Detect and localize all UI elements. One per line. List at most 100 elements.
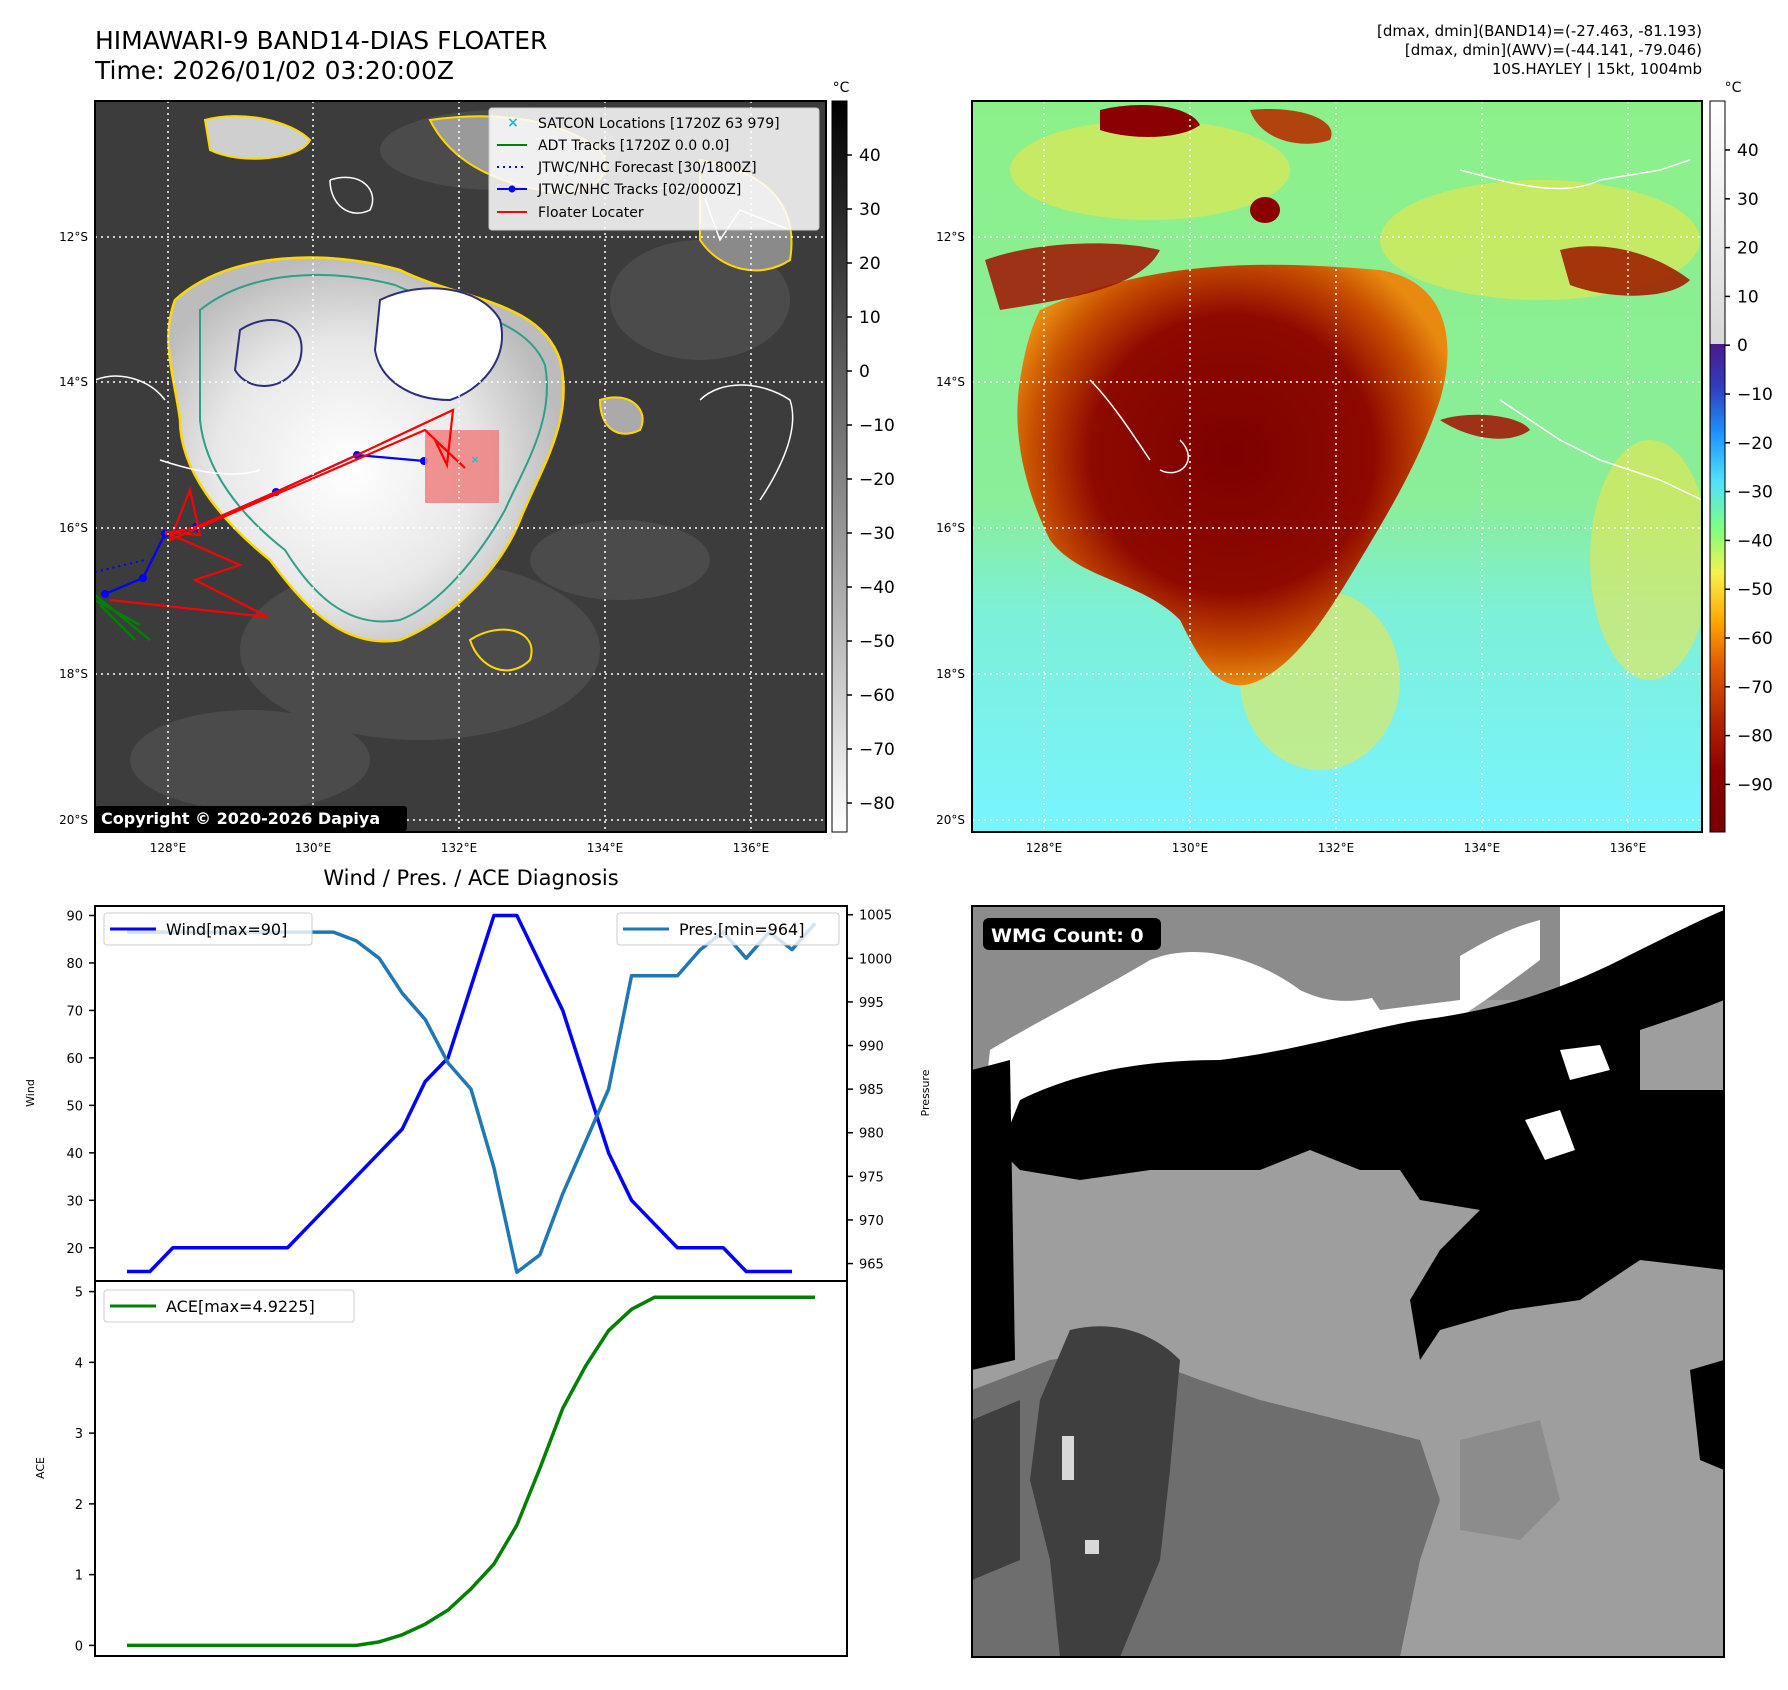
legend-label-tracks: JTWC/NHC Tracks [02/0000Z] [537, 182, 741, 198]
ir-colorbar-tick-label: 20 [859, 254, 881, 274]
ir-frame [94, 100, 827, 833]
wind-legend-label: Wind[max=90] [166, 920, 287, 939]
awv-colorbar-tick-label: −30 [1737, 483, 1773, 503]
awv-colorbar-tick-label: 10 [1737, 287, 1759, 307]
awv-colorbar-tick-label: −70 [1737, 678, 1773, 698]
awv-lon-tick-1: 130°E [1172, 841, 1209, 855]
wind-tick-label: 80 [66, 957, 83, 972]
ace-axis-label: ACE [34, 1457, 47, 1479]
ir-lat-tick-2: 16°S [59, 521, 88, 535]
awv-lon-tick-labels: 128°E 130°E 132°E 134°E 136°E [1026, 841, 1647, 855]
awv-colorbar-tick-label: −80 [1737, 727, 1773, 747]
ir-colorbar-tick-label: −10 [859, 416, 895, 436]
ace-legend-label: ACE[max=4.9225] [166, 1297, 315, 1316]
info-line-2: [dmax, dmin](AWV)=(-44.141, -79.046) [1404, 41, 1702, 59]
wmg-frame [971, 905, 1725, 1658]
ir-colorbar-tick-label: −50 [859, 632, 895, 652]
ir-colorbar-tick-label: −40 [859, 578, 895, 598]
ir-colorbar-tick-label: −20 [859, 470, 895, 490]
legend-marker-satcon-icon: × [507, 115, 519, 131]
pressure-tick-label: 965 [859, 1258, 884, 1273]
ace-tick-label: 3 [75, 1427, 83, 1442]
ace-tick-label: 0 [75, 1639, 83, 1654]
awv-panel: 128°E 130°E 132°E 134°E 136°E 12°S 14°S … [936, 80, 1773, 855]
awv-colorbar-ticks: 40 30 20 10 0 −10 −20 −30 −40 −50 −60 −70 −80 −90 [1725, 141, 1773, 795]
awv-colorbar-tick-label: −20 [1737, 434, 1773, 454]
wind-tick-label: 70 [66, 1004, 83, 1019]
diagnostic-info: [dmax, dmin](BAND14)=(-27.463, -81.193) … [1377, 22, 1702, 79]
ace-tick-label: 4 [75, 1356, 83, 1371]
awv-lat-tick-labels: 12°S 14°S 16°S 18°S 20°S [936, 230, 965, 827]
ir-lat-tick-1: 14°S [59, 375, 88, 389]
legend-label-forecast: JTWC/NHC Forecast [30/1800Z] [537, 160, 757, 176]
ir-lon-tick-3: 134°E [587, 841, 624, 855]
ace-plot: 0 1 2 3 4 5 [75, 1286, 815, 1654]
ir-colorbar-unit: °C [833, 80, 850, 96]
title-line-2: Time: 2026/01/02 03:20:00Z [95, 56, 454, 85]
pressure-tick-label: 975 [859, 1170, 884, 1185]
wind-legend: Wind[max=90] [103, 912, 313, 946]
ir-legend: × SATCON Locations [1720Z 63 979] ADT Tr… [488, 107, 820, 231]
ir-colorbar-tick-label: −60 [859, 686, 895, 706]
awv-colorbar-tick-label: 40 [1737, 141, 1759, 161]
awv-colorbar-tick-label: −90 [1737, 775, 1773, 795]
ir-satellite-panel: × 128°E 130°E 132°E 134°E 136°E [59, 80, 895, 855]
legend-dot-tracks-icon [508, 185, 516, 193]
copyright-badge: Copyright © 2020-2026 Dapiya [95, 806, 407, 831]
awv-colorbar-tick-label: −50 [1737, 580, 1773, 600]
pressure-legend-label: Pres.[min=964] [679, 920, 804, 939]
pressure-tick-label: 990 [859, 1040, 884, 1055]
figure-title: HIMAWARI-9 BAND14-DIAS FLOATER Time: 202… [95, 26, 547, 86]
wind-tick-label: 50 [66, 1099, 83, 1114]
legend-label-floater: Floater Locater [538, 205, 644, 221]
legend-label-satcon: SATCON Locations [1720Z 63 979] [538, 116, 780, 132]
ir-colorbar-tick-label: 10 [859, 308, 881, 328]
awv-colorbar-unit: °C [1725, 80, 1742, 96]
pressure-tick-label: 1005 [859, 909, 892, 924]
awv-lat-tick-4: 20°S [936, 813, 965, 827]
awv-colorbar-tick-label: −10 [1737, 385, 1773, 405]
wmg-panel: WMG Count: 0 [971, 905, 1725, 1658]
ace-series-line [127, 1295, 815, 1648]
pressure-tick-label: 1000 [859, 952, 892, 967]
awv-lon-tick-4: 136°E [1610, 841, 1647, 855]
wind-tick-label: 20 [66, 1242, 83, 1257]
pressure-tick-label: 995 [859, 996, 884, 1011]
ir-lon-tick-0: 128°E [150, 841, 187, 855]
awv-colorbar-tick-label: 0 [1737, 336, 1748, 356]
ir-colorbar-tick-label: 0 [859, 362, 870, 382]
ace-legend: ACE[max=4.9225] [103, 1289, 355, 1323]
awv-lon-tick-2: 132°E [1318, 841, 1355, 855]
awv-colorbar-tick-label: −60 [1737, 629, 1773, 649]
ir-colorbar-tick-label: −30 [859, 524, 895, 544]
title-line-1: HIMAWARI-9 BAND14-DIAS FLOATER [95, 26, 548, 55]
wind-tick-label: 30 [66, 1194, 83, 1209]
ir-lon-tick-1: 130°E [295, 841, 332, 855]
wmg-count-badge: WMG Count: 0 [983, 918, 1161, 950]
ir-lat-tick-4: 20°S [59, 813, 88, 827]
ace-tick-label: 1 [75, 1569, 83, 1584]
ir-lon-tick-2: 132°E [441, 841, 478, 855]
awv-lon-tick-0: 128°E [1026, 841, 1063, 855]
ir-lat-tick-3: 18°S [59, 667, 88, 681]
ir-colorbar-ticks: 40 30 20 10 0 −10 −20 −30 −40 −50 −60 −70 −80 [847, 146, 895, 814]
ir-lon-tick-labels: 128°E 130°E 132°E 134°E 136°E [150, 841, 770, 855]
diagnosis-panel: Wind / Pres. / ACE Diagnosis 20304050607… [24, 866, 932, 1657]
pressure-axis-label: Pressure [919, 1069, 932, 1116]
wmg-image [972, 906, 1724, 1657]
copyright-text: Copyright © 2020-2026 Dapiya [101, 809, 380, 828]
awv-lat-tick-2: 16°S [936, 521, 965, 535]
awv-lat-tick-3: 18°S [936, 667, 965, 681]
wind-axis-label: Wind [24, 1079, 37, 1107]
pressure-legend: Pres.[min=964] [616, 912, 840, 946]
wind-tick-label: 90 [66, 909, 83, 924]
info-line-1: [dmax, dmin](BAND14)=(-27.463, -81.193) [1377, 22, 1702, 40]
wind-tick-label: 60 [66, 1052, 83, 1067]
legend-label-adt: ADT Tracks [1720Z 0.0 0.0] [538, 138, 729, 154]
pressure-tick-label: 985 [859, 1083, 884, 1098]
ir-colorbar-tick-label: 40 [859, 146, 881, 166]
awv-lat-tick-1: 14°S [936, 375, 965, 389]
wind-tick-label: 40 [66, 1147, 83, 1162]
